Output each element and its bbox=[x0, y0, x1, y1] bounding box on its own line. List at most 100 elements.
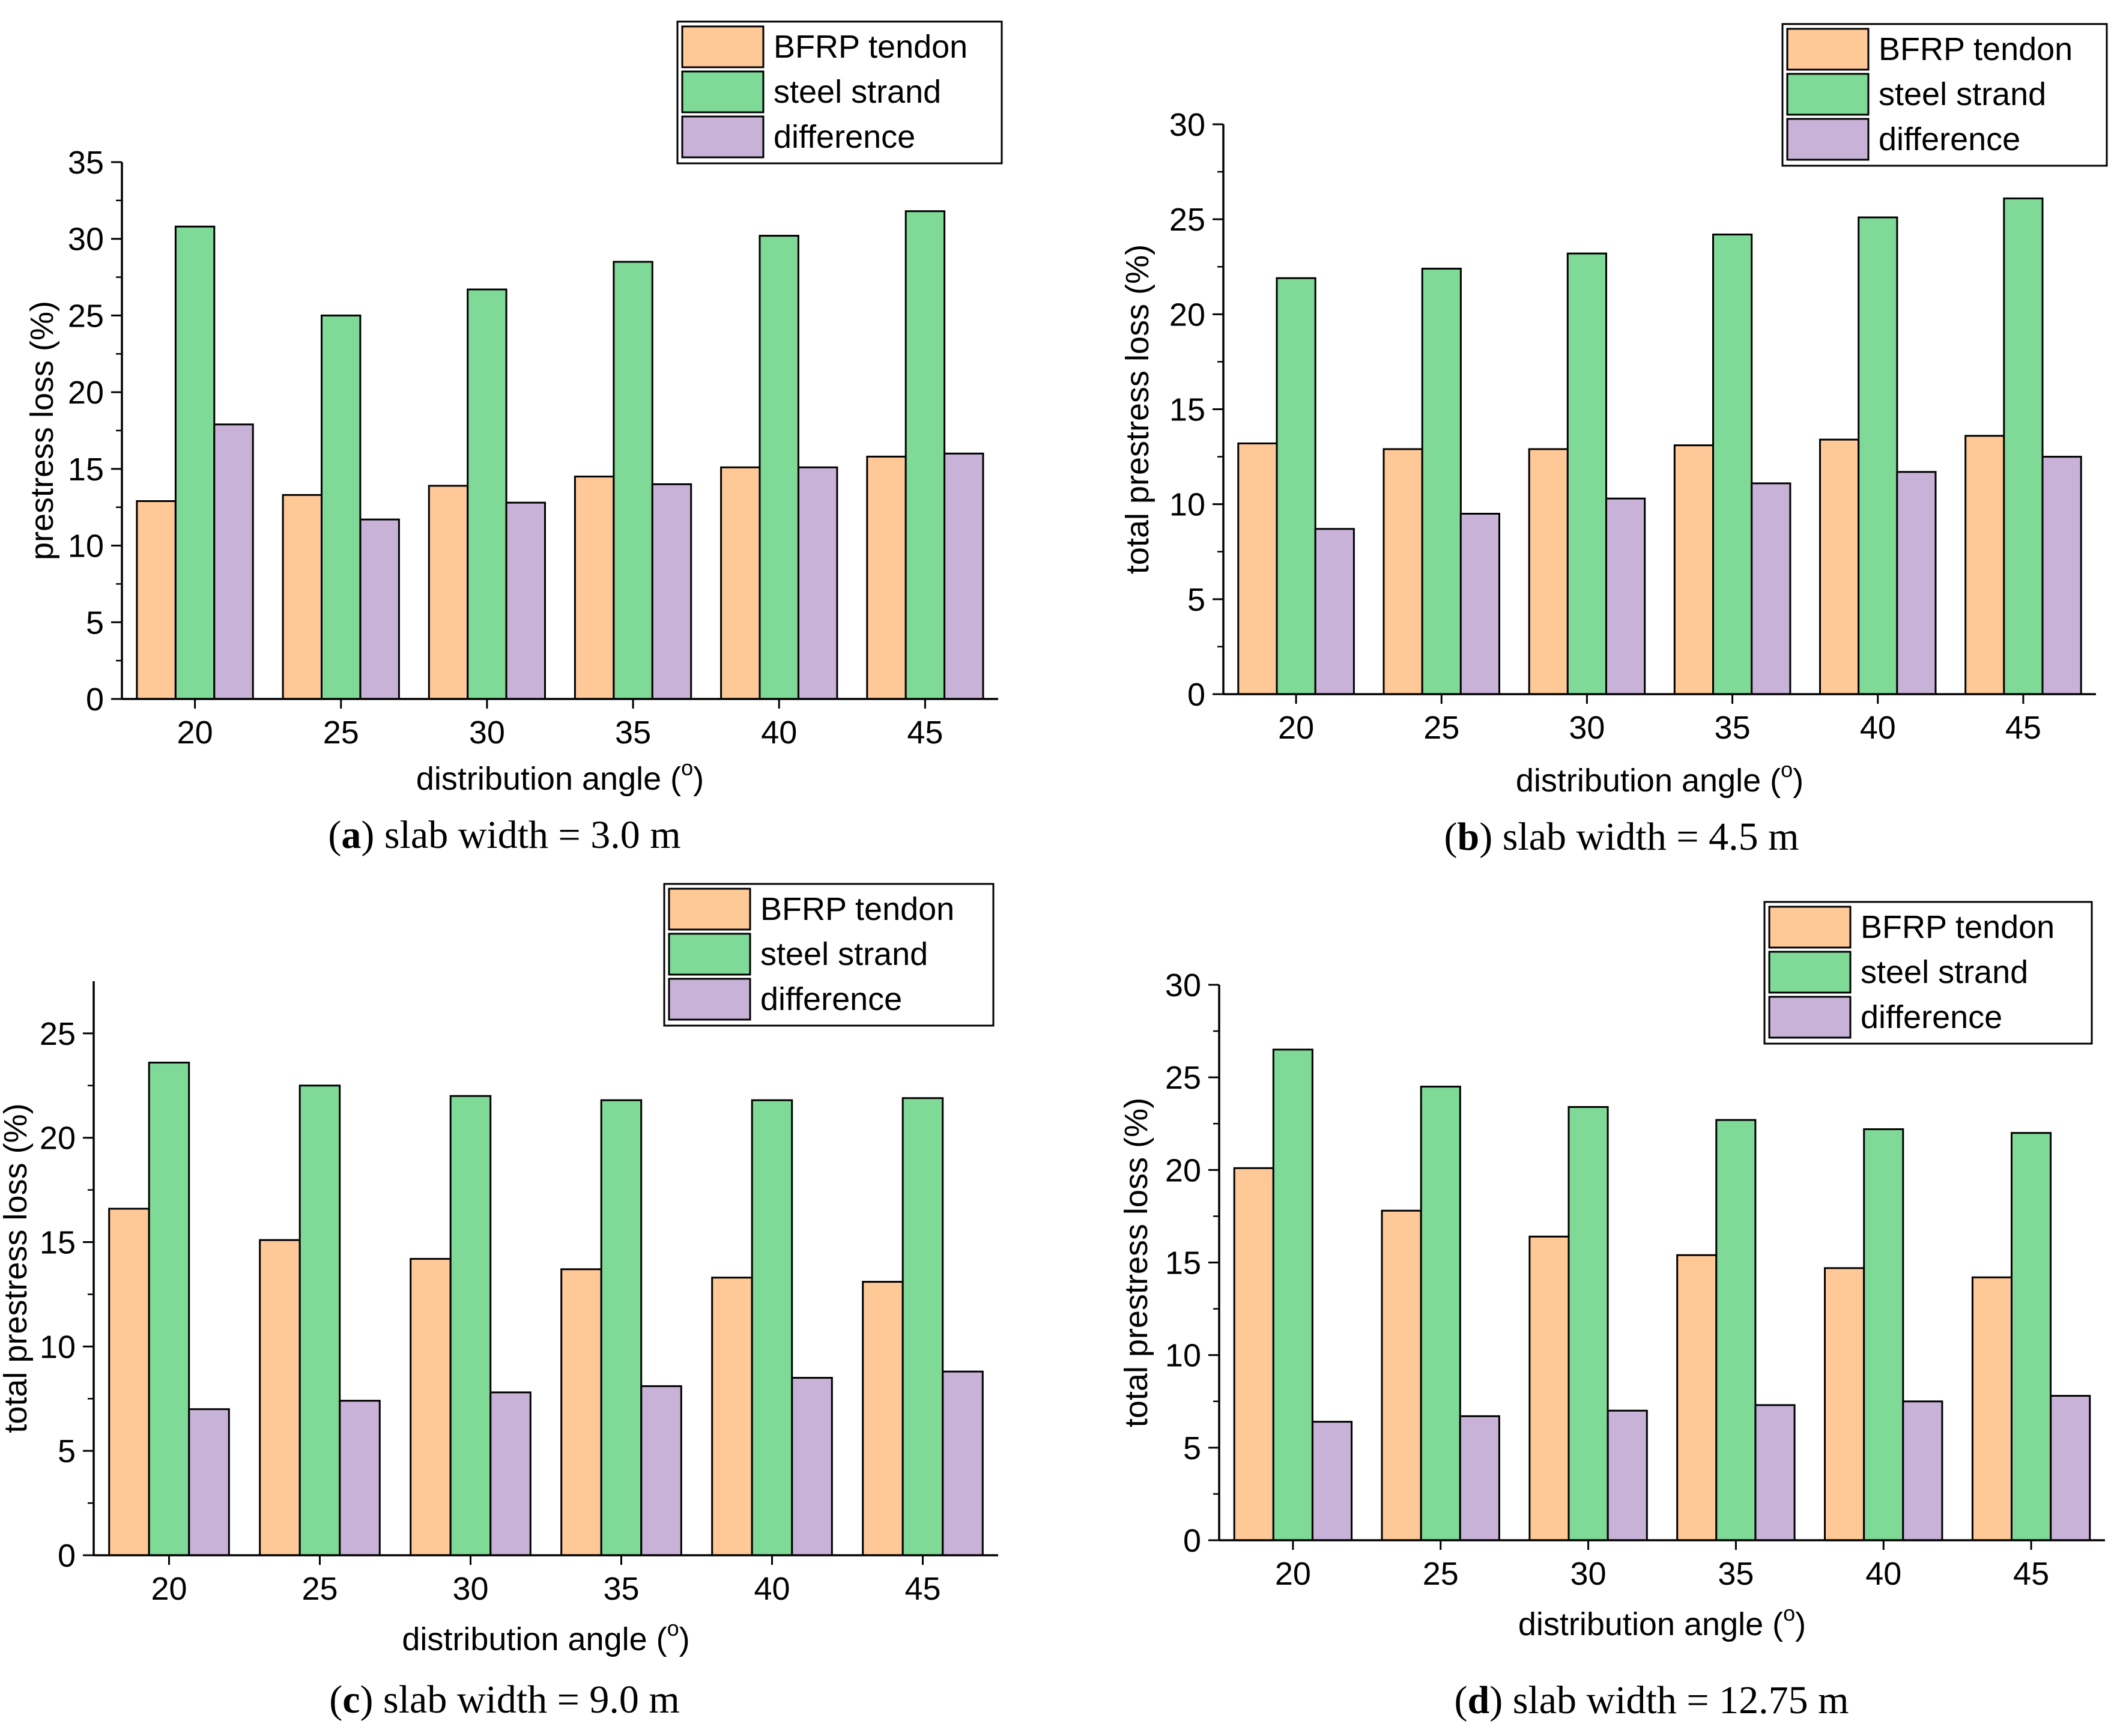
y-tick-label: 15 bbox=[1165, 1245, 1201, 1281]
bar-steel-strand-30 bbox=[449, 1095, 492, 1556]
y-tick-label: 20 bbox=[1169, 297, 1205, 333]
bar-bfrp-tendon-45 bbox=[866, 455, 907, 700]
bar-difference-35 bbox=[1751, 482, 1791, 695]
bar-bfrp-tendon-25 bbox=[259, 1239, 301, 1556]
bar-steel-strand-25 bbox=[1420, 1086, 1461, 1541]
legend-swatch-steel-strand bbox=[1786, 73, 1870, 116]
y-axis-title: total prestress loss (%) bbox=[1119, 244, 1155, 574]
legend-swatch-steel-strand bbox=[681, 70, 765, 113]
bar-steel-strand-25 bbox=[1421, 267, 1462, 695]
legend-swatch-bfrp-tendon bbox=[668, 888, 751, 931]
bar-difference-40 bbox=[1902, 1400, 1943, 1541]
y-tick-label: 30 bbox=[68, 222, 104, 258]
bar-steel-strand-35 bbox=[1715, 1119, 1757, 1541]
y-tick-label: 25 bbox=[1165, 1060, 1201, 1096]
chart-panel-c: 20 25 30 35 40 45 0 5 10 15 20 25 distribution angle… bbox=[0, 883, 998, 1722]
y-tick-label: 0 bbox=[58, 1538, 76, 1574]
bar-difference-20 bbox=[213, 423, 254, 700]
bar-steel-strand-30 bbox=[467, 288, 507, 700]
x-tick-label: 40 bbox=[754, 1571, 790, 1607]
bar-difference-25 bbox=[1459, 1415, 1500, 1541]
bar-difference-25 bbox=[339, 1400, 381, 1556]
bar-bfrp-tendon-25 bbox=[282, 494, 323, 700]
chart-panel-d: 20 25 30 35 40 45 0 5 10 15 20 25 30 distribution ang… bbox=[1118, 901, 2105, 1722]
bar-bfrp-tendon-20 bbox=[108, 1208, 150, 1556]
y-tick-label: 5 bbox=[86, 605, 104, 641]
y-tick-label: 10 bbox=[1165, 1338, 1201, 1374]
bar-bfrp-tendon-20 bbox=[136, 500, 177, 700]
bar-steel-strand-25 bbox=[321, 314, 362, 700]
x-tick-label: 30 bbox=[1570, 1556, 1607, 1592]
legend-swatch-bfrp-tendon bbox=[1768, 906, 1852, 949]
bar-difference-20 bbox=[1314, 528, 1355, 695]
y-tick-label: 25 bbox=[40, 1016, 76, 1052]
y-axis-title: prestress loss (%) bbox=[24, 301, 60, 560]
bar-bfrp-tendon-40 bbox=[720, 466, 761, 700]
x-axis-title-main: distribution angle ( bbox=[416, 761, 681, 797]
bar-bfrp-tendon-40 bbox=[1824, 1267, 1865, 1541]
caption-text: slab width = 9.0 m bbox=[374, 1678, 680, 1722]
bar-bfrp-tendon-35 bbox=[1676, 1254, 1718, 1541]
caption-paren-open: ( bbox=[1444, 815, 1458, 859]
legend-label-difference: difference bbox=[1879, 121, 2020, 157]
bar-bfrp-tendon-20 bbox=[1237, 442, 1278, 695]
bar-steel-strand-45 bbox=[2003, 197, 2044, 695]
y-tick-label: 20 bbox=[40, 1121, 76, 1157]
x-axis-title-main: distribution angle ( bbox=[1516, 763, 1781, 799]
bar-steel-strand-40 bbox=[1858, 216, 1898, 695]
y-axis-title: total prestress loss (%) bbox=[0, 1103, 34, 1433]
bar-bfrp-tendon-25 bbox=[1383, 448, 1423, 695]
x-tick-label: 45 bbox=[2005, 710, 2041, 746]
caption-panel-letter: b bbox=[1458, 815, 1480, 859]
y-tick-label: 10 bbox=[68, 528, 104, 564]
legend-c: BFRP tendon steel strand difference bbox=[663, 883, 995, 1027]
bar-bfrp-tendon-45 bbox=[1971, 1276, 2012, 1541]
y-tick-label: 10 bbox=[40, 1329, 76, 1365]
bar-difference-30 bbox=[489, 1391, 532, 1556]
chart-panel-b: 20 25 30 35 40 45 0 5 10 15 20 25 30 distribution ang… bbox=[1119, 23, 2108, 859]
bar-steel-strand-20 bbox=[1276, 277, 1316, 695]
bar-steel-strand-35 bbox=[613, 261, 653, 700]
legend-swatch-steel-strand bbox=[668, 933, 751, 976]
legend-d: BFRP tendon steel strand difference bbox=[1763, 901, 2093, 1045]
bar-difference-40 bbox=[798, 466, 838, 700]
bar-steel-strand-30 bbox=[1566, 252, 1608, 695]
x-axis-title-end: ) bbox=[1793, 763, 1804, 799]
x-tick-label: 25 bbox=[301, 1571, 338, 1607]
legend-swatch-bfrp-tendon bbox=[1786, 28, 1870, 71]
x-tick-label: 35 bbox=[615, 715, 651, 751]
legend-label-difference: difference bbox=[774, 119, 915, 155]
legend-label-steel-strand: steel strand bbox=[1861, 954, 2028, 990]
bar-steel-strand-35 bbox=[600, 1099, 643, 1556]
x-tick-label: 25 bbox=[323, 715, 359, 751]
y-axis-title: total prestress loss (%) bbox=[1118, 1098, 1154, 1427]
bar-difference-35 bbox=[1754, 1404, 1796, 1541]
y-tick-label: 20 bbox=[68, 375, 104, 411]
caption-paren-close: ) bbox=[1489, 1678, 1503, 1722]
caption-paren-open: ( bbox=[328, 813, 341, 857]
caption-paren-close: ) bbox=[361, 813, 374, 857]
legend-b: BFRP tendon steel strand difference bbox=[1781, 23, 2108, 167]
bar-bfrp-tendon-30 bbox=[1528, 1235, 1570, 1541]
bar-steel-strand-30 bbox=[1567, 1106, 1609, 1541]
legend-swatch-difference bbox=[1786, 118, 1870, 161]
y-tick-label: 0 bbox=[1183, 1523, 1201, 1559]
x-tick-label: 25 bbox=[1423, 1556, 1459, 1592]
legend-label-bfrp-tendon: BFRP tendon bbox=[760, 891, 954, 927]
legend-label-difference: difference bbox=[760, 981, 902, 1017]
bar-difference-45 bbox=[942, 1370, 984, 1556]
legend-swatch-difference bbox=[668, 978, 751, 1021]
y-tick-label: 15 bbox=[68, 452, 104, 488]
caption-panel-letter: d bbox=[1468, 1678, 1490, 1722]
caption-paren-open: ( bbox=[1455, 1678, 1468, 1722]
legend-label-bfrp-tendon: BFRP tendon bbox=[1879, 31, 2073, 67]
y-tick-label: 5 bbox=[58, 1433, 76, 1469]
bar-bfrp-tendon-40 bbox=[1819, 438, 1860, 695]
bar-difference-25 bbox=[359, 518, 400, 700]
bar-difference-35 bbox=[651, 483, 692, 700]
legend-label-difference: difference bbox=[1861, 999, 2002, 1035]
x-tick-label: 20 bbox=[1278, 710, 1314, 746]
bar-bfrp-tendon-30 bbox=[428, 485, 469, 700]
bar-difference-30 bbox=[505, 501, 546, 700]
x-tick-label: 20 bbox=[177, 715, 213, 751]
